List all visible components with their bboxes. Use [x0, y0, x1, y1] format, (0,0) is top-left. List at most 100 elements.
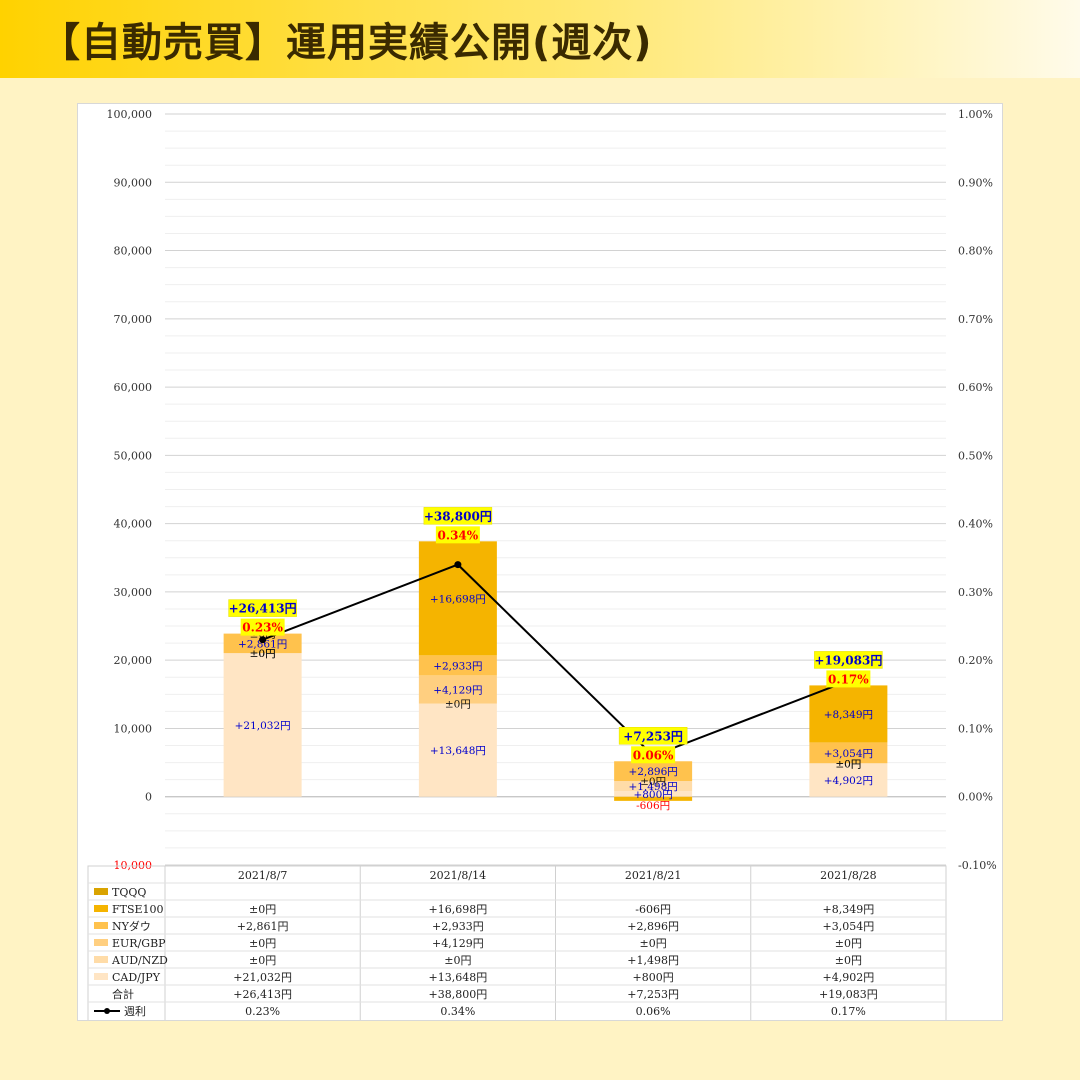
table-cell: +21,032円 — [233, 971, 292, 984]
legend-swatch — [94, 922, 108, 929]
table-row-label: AUD/NZD — [111, 954, 168, 967]
table-cell: +4,902円 — [823, 971, 875, 984]
table-cell: +26,413円 — [233, 988, 292, 1001]
pct-label: 0.06% — [633, 748, 674, 762]
table-cell: -606円 — [635, 903, 671, 916]
bar-data-label: +3,054円 — [824, 748, 873, 760]
bar-segment-eur-gbp — [418, 675, 497, 704]
table-row-label: NYダウ — [112, 919, 151, 933]
bar-data-label: +800円 — [633, 789, 672, 801]
table-cell: +19,083円 — [819, 988, 878, 1001]
table-cell: +3,054円 — [823, 920, 875, 933]
legend-swatch — [94, 888, 108, 895]
table-cell: +13,648円 — [429, 971, 488, 984]
total-callout-box — [618, 727, 688, 745]
bar-segment-ny- — [223, 633, 302, 654]
legend-line-marker — [104, 1008, 110, 1014]
y-axis-tick-label: 50,000 — [114, 449, 153, 462]
pct-label: 0.17% — [828, 672, 869, 686]
y2-axis-tick-label: 0.70% — [958, 313, 993, 326]
category-label: 2021/8/14 — [430, 869, 486, 882]
bar-data-label: +8,349円 — [824, 709, 873, 721]
bar-segment-ftse100 — [418, 541, 497, 656]
bar-segment-aud-nzd — [614, 781, 693, 792]
pct-callout-box — [631, 746, 676, 764]
bar-data-label: +4,129円 — [433, 684, 482, 696]
bar-segment-ny- — [614, 761, 693, 782]
table-cell: 0.34% — [440, 1005, 475, 1018]
y2-axis-tick-label: 0.40% — [958, 518, 993, 531]
bar-data-label: -606円 — [636, 800, 670, 812]
table-cell: +2,933円 — [432, 920, 484, 933]
y-axis-tick-label: 0 — [145, 791, 152, 804]
bar-data-label: ±0円 — [445, 699, 471, 711]
header-banner: 【自動売買】運用実績公開(週次) — [0, 0, 1080, 78]
table-cell: +4,129円 — [432, 937, 484, 950]
bar-segment-cad-jpy — [418, 703, 497, 797]
y-axis-tick-label: 10,000 — [114, 722, 153, 735]
total-callout-box — [228, 599, 297, 617]
total-label: +19,083円 — [814, 653, 882, 667]
pct-callout-box — [435, 526, 480, 544]
table-cell: ±0円 — [640, 937, 667, 950]
pct-label: 0.23% — [242, 621, 283, 635]
y2-axis-tick-label: 1.00% — [958, 108, 993, 121]
table-cell: ±0円 — [835, 937, 862, 950]
y2-axis-tick-label: 0.10% — [958, 722, 993, 735]
bar-data-label: ±0円 — [835, 758, 861, 770]
bar-segment-cad-jpy — [223, 653, 302, 797]
legend-swatch — [94, 973, 108, 980]
total-label: +7,253円 — [623, 729, 683, 743]
y-axis-tick-label: 40,000 — [114, 518, 153, 531]
bar-segment-ftse100 — [614, 796, 693, 801]
table-cell: +7,253円 — [627, 988, 679, 1001]
y2-axis-tick-label: 0.30% — [958, 586, 993, 599]
legend-swatch — [94, 956, 108, 963]
legend-swatch — [94, 905, 108, 912]
chart-panel: 100,000 1.00% 90,000 0.90% 80,000 0.80% 70,000… — [77, 103, 1003, 1021]
total-callout-box — [423, 507, 493, 525]
table-row-label: FTSE100 — [112, 903, 164, 916]
bar-segment-cad-jpy — [614, 791, 693, 797]
y2-axis-tick-label: -0.10% — [958, 859, 997, 872]
table-cell: ±0円 — [249, 954, 276, 967]
bar-data-label: +13,648円 — [430, 745, 486, 757]
y-axis-tick-label: 80,000 — [114, 245, 153, 258]
page-title: 【自動売買】運用実績公開(週次) — [40, 20, 653, 66]
table-row-label: EUR/GBP — [112, 937, 166, 950]
y2-axis-tick-label: 0.60% — [958, 381, 993, 394]
weekly-return-line — [262, 563, 849, 757]
line-point — [454, 561, 462, 569]
bar-data-label: ±0円 — [640, 776, 666, 788]
pct-label: 0.34% — [438, 528, 479, 542]
total-callout-box — [814, 651, 883, 669]
y-axis-tick-label: 20,000 — [114, 654, 153, 667]
table-cell: +2,896円 — [627, 920, 679, 933]
table-cell: +2,861円 — [237, 920, 289, 933]
bar-data-label: +2,861円 — [238, 638, 287, 650]
table-row-label: 合計 — [112, 987, 134, 1001]
y-axis-tick-label: 90,000 — [114, 176, 153, 189]
pct-callout-box — [826, 670, 871, 688]
bar-data-label: +21,032円 — [235, 720, 291, 732]
bar-data-label: +2,933円 — [433, 660, 482, 672]
table-cell: ±0円 — [249, 903, 276, 916]
category-label: 2021/8/28 — [820, 869, 876, 882]
table-cell: ±0円 — [835, 954, 862, 967]
category-label: 2021/8/21 — [625, 869, 681, 882]
table-row-label: TQQQ — [112, 886, 146, 899]
y2-axis-tick-label: 0.20% — [958, 654, 993, 667]
bar-data-label: +4,902円 — [824, 775, 873, 787]
table-cell: +1,498円 — [627, 954, 679, 967]
y2-axis-tick-label: 0.90% — [958, 176, 993, 189]
bar-segment-ny- — [809, 742, 888, 764]
table-cell: 0.17% — [831, 1005, 866, 1018]
y-axis-tick-label: 60,000 — [114, 381, 153, 394]
table-row-label: CAD/JPY — [112, 971, 161, 984]
bar-data-label: ±0円 — [835, 758, 861, 770]
y2-axis-tick-label: 0.80% — [958, 245, 993, 258]
y-axis-tick-label: 30,000 — [114, 586, 153, 599]
category-label: 2021/8/7 — [238, 869, 287, 882]
table-cell: +38,800円 — [429, 988, 488, 1001]
table-cell: ±0円 — [444, 954, 471, 967]
